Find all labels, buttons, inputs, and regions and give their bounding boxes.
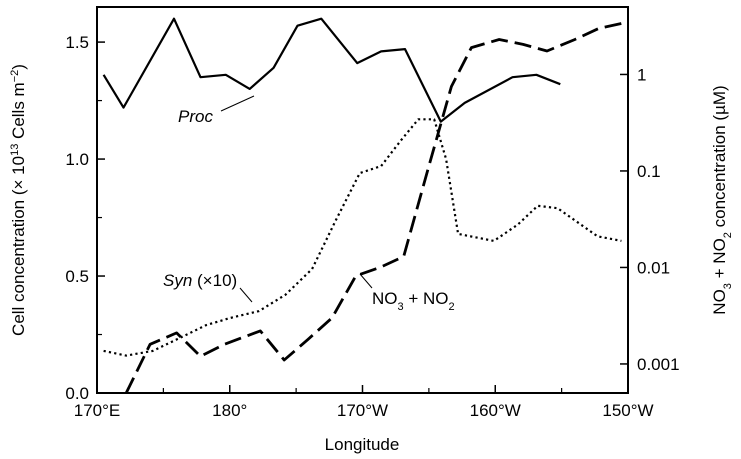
annotation-layer: Proc Syn (×10) NO3 + NO2 — [163, 95, 455, 313]
y-left-tick-label: 1.5 — [65, 33, 89, 52]
x-tick-label: 170°E — [74, 401, 121, 420]
syn-label-scale: (×10) — [192, 271, 237, 290]
y-right-tick-label: 0.001 — [637, 355, 680, 374]
nitrate-label-text: NO — [372, 289, 398, 308]
y-ticks-left: 0.0 0.5 1.0 1.5 — [65, 33, 105, 403]
syn-label-name: Syn — [163, 271, 192, 290]
y-axis-label-left: Cell concentration (× 1013 Cells m−2) — [9, 64, 28, 336]
series-line-syn-10 — [103, 118, 622, 357]
y-left-tick-label: 0.0 — [65, 384, 89, 403]
x-tick-label: 150°W — [602, 401, 653, 420]
x-axis-label: Longitude — [325, 435, 400, 454]
nitrate-label-subscript: 2 — [449, 301, 455, 313]
series-line-proc — [102, 17, 561, 123]
nitrate-label: NO3 + NO2 — [372, 289, 455, 313]
nitrate-label-text: + NO — [404, 289, 449, 308]
syn-leader-line — [239, 287, 253, 303]
syn-label: Syn (×10) — [163, 271, 237, 290]
y-axis-label-right: NO3 + NO2 concentration (µM) — [710, 85, 734, 314]
x-ticks: 170°E 180° 170°W 160°W 150°W — [74, 385, 654, 420]
y-right-tick-label: 0.1 — [637, 162, 661, 181]
y-right-tick-label: 0.01 — [637, 258, 670, 277]
y-left-tick-label: 1.0 — [65, 150, 89, 169]
nitrate-leader-line — [359, 273, 373, 289]
nitrate-label-subscript: 3 — [398, 301, 404, 313]
x-tick-label: 180° — [212, 401, 247, 420]
x-tick-label: 170°W — [337, 401, 388, 420]
y-ticks-right: 0.001 0.01 0.1 1 — [620, 65, 680, 374]
proc-leader-line — [220, 95, 255, 112]
x-tick-label: 160°W — [470, 401, 521, 420]
proc-label: Proc — [178, 107, 213, 126]
series-layer — [102, 17, 623, 394]
series-line-no3-no2 — [124, 21, 623, 394]
plot-frame — [96, 6, 629, 394]
y-left-tick-label: 0.5 — [65, 267, 89, 286]
y-right-tick-label: 1 — [637, 65, 646, 84]
